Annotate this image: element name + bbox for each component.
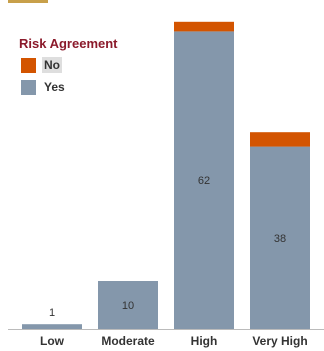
data-label-moderate: 10: [122, 300, 134, 312]
legend-swatch-yes: [21, 79, 36, 95]
legend-swatch-no: [21, 57, 36, 73]
x-tick-label-high: High: [191, 334, 218, 348]
x-tick-label-low: Low: [40, 334, 65, 348]
legend-label-no: No: [42, 57, 62, 73]
legend: Risk Agreement No Yes: [19, 36, 118, 101]
legend-title: Risk Agreement: [19, 36, 118, 51]
data-label-low: 1: [49, 307, 55, 319]
data-label-high: 62: [198, 175, 210, 187]
legend-label-yes: Yes: [44, 80, 65, 94]
x-tick-label-very-high: Very High: [252, 334, 307, 348]
bar-no-high[interactable]: [174, 21, 234, 32]
legend-item-yes[interactable]: Yes: [21, 79, 118, 95]
bar-yes-high[interactable]: [174, 31, 234, 330]
x-tick-label-moderate: Moderate: [101, 334, 155, 348]
bar-yes-low[interactable]: [22, 324, 82, 329]
legend-item-no[interactable]: No: [21, 57, 118, 73]
bar-yes-moderate[interactable]: [98, 281, 158, 329]
data-label-very-high: 38: [274, 233, 286, 245]
header-fragment: [8, 0, 48, 3]
bar-yes-very-high[interactable]: [250, 146, 310, 329]
bar-no-very-high[interactable]: [250, 132, 310, 147]
